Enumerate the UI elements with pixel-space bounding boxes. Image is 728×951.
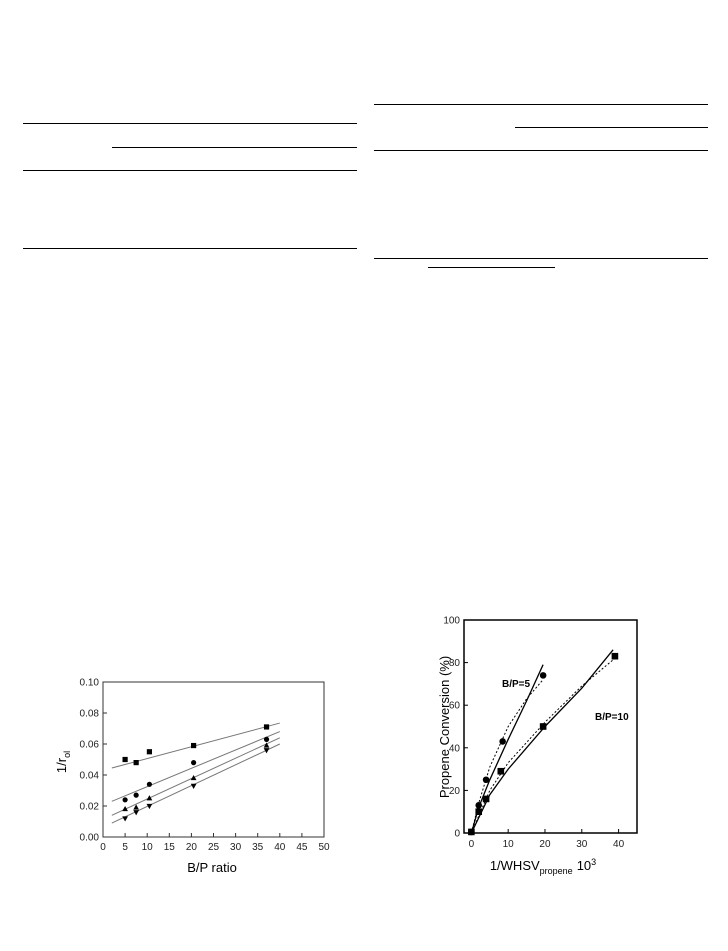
y-tick-label: 0.02 bbox=[80, 802, 100, 813]
y-tick-label: 0 bbox=[454, 829, 460, 840]
y-tick-label: 0.06 bbox=[80, 740, 100, 751]
x-tick-label: 10 bbox=[503, 839, 515, 850]
fit-line-triangle-down bbox=[111, 743, 281, 824]
series-label-bp5: B/P=5 bbox=[502, 679, 531, 690]
table-rule-mid-right bbox=[374, 150, 708, 151]
data-point-circle bbox=[191, 760, 197, 766]
data-point-circle bbox=[482, 776, 490, 784]
plot-frame bbox=[463, 619, 638, 834]
table-rule-top-left bbox=[23, 123, 357, 124]
x-tick-label: 35 bbox=[252, 842, 264, 853]
data-point-square bbox=[146, 749, 153, 755]
data-point-square bbox=[475, 808, 483, 815]
x-axis-title: 1/WHSVpropene 103 bbox=[490, 857, 596, 876]
data-point-triangle-down bbox=[263, 748, 270, 754]
x-axis-title-sub: propene bbox=[540, 866, 573, 876]
data-point-triangle-down bbox=[122, 816, 128, 822]
y-tick-label: 40 bbox=[449, 743, 461, 754]
x-tick-label: 5 bbox=[122, 842, 128, 853]
fit-curve-dotted-1 bbox=[470, 657, 616, 834]
data-point-triangle-down bbox=[133, 810, 140, 816]
table-rule-bottom-left bbox=[23, 248, 357, 249]
data-point-circle bbox=[539, 672, 547, 679]
x-tick-label: 30 bbox=[576, 839, 588, 850]
data-point-square bbox=[468, 828, 475, 836]
x-axis-title-main: 1/WHSV bbox=[490, 858, 540, 873]
data-point-square bbox=[482, 795, 490, 803]
data-point-square bbox=[497, 767, 505, 775]
y-tick-label: 0.00 bbox=[80, 833, 100, 844]
table-rule-bottom-right bbox=[374, 258, 708, 259]
x-tick-label: 30 bbox=[230, 842, 242, 853]
y-axis-title: Propene Conversion (%) bbox=[437, 656, 452, 798]
data-point-triangle-down bbox=[190, 783, 197, 789]
table-rule-header-left bbox=[112, 147, 357, 148]
x-tick-label: 10 bbox=[142, 842, 154, 853]
x-tick-label: 20 bbox=[539, 839, 551, 850]
data-point-circle bbox=[499, 738, 506, 745]
x-tick-label: 0 bbox=[100, 842, 106, 853]
data-point-triangle-up bbox=[263, 742, 270, 748]
table-rule-short-right bbox=[428, 267, 555, 268]
data-point-circle bbox=[146, 781, 153, 787]
data-point-triangle-up bbox=[146, 795, 153, 801]
table-rule-header-right bbox=[515, 127, 708, 128]
y-axis-title-main: 1/r bbox=[54, 757, 69, 773]
data-point-square bbox=[539, 723, 547, 730]
fit-line-triangle-up bbox=[111, 737, 281, 816]
data-point-triangle-up bbox=[133, 804, 140, 810]
data-point-square bbox=[263, 724, 270, 730]
y-tick-label: 0.08 bbox=[80, 709, 100, 720]
y-axis-title-sub: ol bbox=[62, 751, 72, 758]
y-axis-title: 1/rol bbox=[54, 751, 72, 773]
series-label-bp10: B/P=10 bbox=[595, 712, 629, 723]
y-tick-label: 0.10 bbox=[80, 678, 100, 689]
data-point-square bbox=[611, 652, 619, 660]
fit-line-circle bbox=[111, 731, 280, 802]
x-tick-label: 0 bbox=[469, 839, 475, 850]
x-tick-label: 20 bbox=[186, 842, 198, 853]
x-axis-title-suffix: 10 bbox=[577, 858, 591, 873]
y-tick-label: 60 bbox=[449, 701, 461, 712]
data-point-circle bbox=[475, 802, 483, 809]
y-tick-label: 100 bbox=[443, 616, 460, 627]
x-tick-label: 50 bbox=[318, 842, 330, 853]
y-tick-label: 20 bbox=[449, 786, 461, 797]
data-point-circle bbox=[133, 792, 139, 798]
data-point-square bbox=[122, 756, 128, 763]
data-point-circle bbox=[122, 797, 128, 803]
table-rule-mid-left bbox=[23, 170, 357, 171]
x-axis-title-sup: 3 bbox=[591, 857, 596, 867]
x-tick-label: 40 bbox=[613, 839, 625, 850]
data-point-triangle-up bbox=[122, 805, 128, 812]
data-point-circle bbox=[263, 736, 270, 742]
x-tick-label: 25 bbox=[208, 842, 220, 853]
data-point-square bbox=[133, 760, 139, 766]
x-axis-title: B/P ratio bbox=[187, 860, 237, 875]
table-rule-top-right bbox=[374, 104, 708, 105]
y-tick-label: 80 bbox=[449, 658, 461, 669]
x-tick-label: 45 bbox=[296, 842, 308, 853]
x-tick-label: 40 bbox=[274, 842, 286, 853]
y-tick-label: 0.04 bbox=[80, 771, 100, 782]
x-tick-label: 15 bbox=[164, 842, 176, 853]
data-point-square bbox=[191, 742, 197, 749]
data-point-triangle-down bbox=[146, 803, 153, 810]
data-point-triangle-up bbox=[190, 774, 197, 781]
